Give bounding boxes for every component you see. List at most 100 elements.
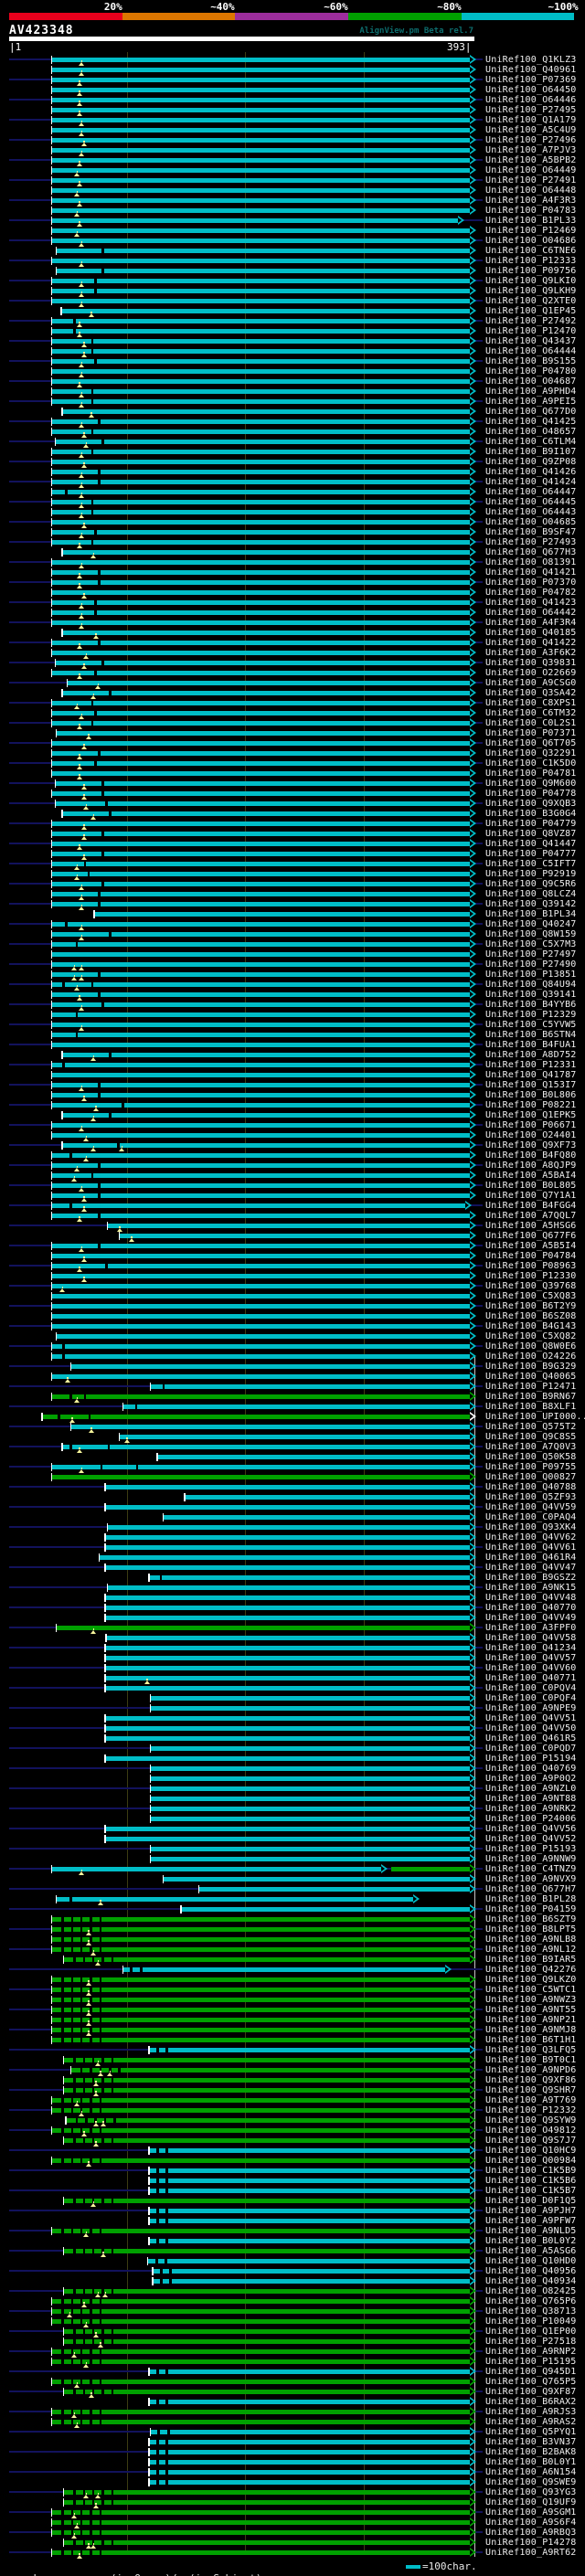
hit-row[interactable]: UniRef100_O64446 (0, 95, 585, 106)
hit-row[interactable]: UniRef100_O24226 (0, 1352, 585, 1362)
hit-label[interactable]: UniRef100_Q00827 (485, 1472, 577, 1482)
hit-bar[interactable] (105, 1645, 470, 1650)
hit-label[interactable]: UniRef100_P04779 (485, 819, 577, 829)
hit-row[interactable]: UniRef100_A9PFW7 (0, 2216, 585, 2226)
hit-row[interactable]: UniRef100_Q4VV61 (0, 1542, 585, 1553)
hit-bar[interactable] (150, 1816, 470, 1821)
hit-bar[interactable] (51, 228, 470, 233)
hit-row[interactable]: UniRef100_P27491 (0, 175, 585, 186)
hit-row[interactable]: UniRef100_B9SF47 (0, 527, 585, 538)
hit-row[interactable]: UniRef100_Q43437 (0, 336, 585, 347)
hit-row[interactable]: UniRef100_Q575T2 (0, 1422, 585, 1433)
hit-row[interactable]: UniRef100_Q93XK4 (0, 1522, 585, 1532)
hit-bar[interactable] (105, 1755, 470, 1761)
hit-bar[interactable] (51, 167, 470, 173)
hit-bar[interactable] (70, 1363, 470, 1369)
hit-label[interactable]: UniRef100_Q677H7 (485, 1884, 577, 1894)
hit-bar[interactable] (56, 268, 470, 273)
hit-row[interactable]: UniRef100_P27492 (0, 316, 585, 327)
hit-bar[interactable] (51, 1182, 470, 1188)
hit-bar[interactable] (51, 489, 470, 494)
hit-label[interactable]: UniRef100_Q40788 (485, 1482, 577, 1492)
hit-label[interactable]: UniRef100_B9I107 (485, 447, 577, 457)
hit-label[interactable]: UniRef100_B8XLF1 (485, 1402, 577, 1412)
hit-bar[interactable] (150, 1786, 470, 1791)
hit-row[interactable]: UniRef100_Q1EPK5 (0, 1110, 585, 1121)
hit-row[interactable]: UniRef100_Q9SYW9 (0, 2115, 585, 2126)
hit-row[interactable]: UniRef100_A9NP21 (0, 2015, 585, 2026)
hit-label[interactable]: UniRef100_A9PHD4 (485, 387, 577, 397)
hit-label[interactable]: UniRef100_Q9XF86 (485, 2075, 577, 2085)
hit-row[interactable]: UniRef100_Q9SHR7 (0, 2085, 585, 2096)
hit-bar[interactable] (51, 1987, 470, 1992)
hit-row[interactable]: UniRef100_C5IFT7 (0, 859, 585, 870)
hit-row[interactable]: UniRef100_O64444 (0, 346, 585, 357)
hit-bar[interactable] (51, 841, 470, 846)
hit-label[interactable]: UniRef100_A9NLB8 (485, 1935, 577, 1945)
hit-row[interactable]: UniRef100_P27496 (0, 135, 585, 146)
hit-bar[interactable] (51, 971, 470, 977)
hit-bar[interactable] (51, 871, 470, 876)
hit-label[interactable]: UniRef100_Q4VV49 (485, 1613, 577, 1623)
hit-row[interactable]: UniRef100_Q1KLZ3 (0, 55, 585, 66)
hit-label[interactable]: UniRef100_Q50K58 (485, 1452, 577, 1462)
hit-bar[interactable] (51, 539, 470, 545)
hit-label[interactable]: UniRef100_Q153I7 (485, 1080, 577, 1090)
hit-label[interactable]: UniRef100_O64444 (485, 346, 577, 356)
hit-bar[interactable] (150, 1806, 470, 1811)
hit-bar[interactable] (51, 589, 470, 595)
hit-bar[interactable] (99, 1554, 470, 1560)
hit-label[interactable]: UniRef100_O48657 (485, 427, 577, 437)
hit-bar[interactable] (149, 2218, 470, 2223)
hit-label[interactable]: UniRef100_C6TNE6 (485, 246, 577, 256)
hit-row[interactable]: UniRef100_A9RNP2 (0, 2347, 585, 2358)
hit-label[interactable]: UniRef100_B9SF47 (485, 527, 577, 537)
hit-label[interactable]: UniRef100_C5WTC1 (485, 1985, 577, 1995)
hit-label[interactable]: UniRef100_P13851 (485, 970, 577, 980)
hit-row[interactable]: UniRef100_O24401 (0, 1130, 585, 1141)
hit-row[interactable]: UniRef100_P14278 (0, 2538, 585, 2549)
hit-row[interactable]: UniRef100_P09756 (0, 266, 585, 276)
hit-bar[interactable] (51, 1866, 381, 1871)
hit-bar[interactable] (149, 2188, 470, 2193)
hit-label[interactable]: UniRef100_Q93YG3 (485, 2487, 577, 2497)
hit-row[interactable]: UniRef100_A4F3R4 (0, 618, 585, 629)
hit-bar[interactable] (150, 1695, 470, 1701)
hit-bar[interactable] (51, 1072, 470, 1077)
hit-bar[interactable] (51, 1343, 470, 1349)
hit-label[interactable]: UniRef100_P04782 (485, 588, 577, 598)
hit-label[interactable]: UniRef100_A5HSG6 (485, 1221, 577, 1231)
hit-row[interactable]: UniRef100_B0L0Y2 (0, 2236, 585, 2246)
hit-bar[interactable] (63, 2338, 470, 2344)
hit-label[interactable]: UniRef100_C6TM32 (485, 708, 577, 718)
hit-label[interactable]: UniRef100_Q40065 (485, 1372, 577, 1382)
hit-bar[interactable] (51, 238, 470, 243)
hit-bar[interactable] (51, 1162, 470, 1168)
hit-bar[interactable] (55, 660, 470, 665)
hit-row[interactable]: UniRef100_Q39141 (0, 990, 585, 1001)
hit-label[interactable]: UniRef100_P27490 (485, 959, 577, 970)
hit-label[interactable]: UniRef100_Q40934 (485, 2276, 577, 2286)
hit-bar[interactable] (51, 1213, 470, 1218)
hit-row[interactable]: UniRef100_P04159 (0, 1904, 585, 1914)
hit-label[interactable]: UniRef100_P27496 (485, 135, 577, 145)
hit-row[interactable]: UniRef100_A9NRK2 (0, 1804, 585, 1814)
hit-label[interactable]: UniRef100_A7QQL7 (485, 1211, 577, 1221)
hit-bar[interactable] (163, 1514, 470, 1520)
hit-label[interactable]: UniRef100_Q677D0 (485, 407, 577, 417)
hit-label[interactable]: UniRef100_O04686 (485, 236, 577, 246)
hit-label[interactable]: UniRef100_Q4VV62 (485, 1532, 577, 1542)
hit-label[interactable]: UniRef100_B0L806 (485, 1090, 577, 1100)
hit-bar[interactable] (63, 2137, 470, 2143)
hit-row[interactable]: UniRef100_O48657 (0, 427, 585, 438)
hit-label[interactable]: UniRef100_Q8VZ87 (485, 829, 577, 839)
hit-label[interactable]: UniRef100_A9NRK2 (485, 1804, 577, 1814)
hit-label[interactable]: UniRef100_A9RBQ3 (485, 2528, 577, 2538)
hit-row[interactable]: UniRef100_C1K5B7 (0, 2186, 585, 2196)
hit-label[interactable]: UniRef100_A9PFW7 (485, 2216, 577, 2226)
hit-label[interactable]: UniRef100_B9GSZ2 (485, 1573, 577, 1583)
hit-row[interactable]: UniRef100_Q7Y1A1 (0, 1191, 585, 1202)
hit-bar[interactable] (105, 1484, 470, 1489)
hit-bar[interactable] (51, 1273, 470, 1278)
hit-row[interactable]: UniRef100_B8XLF1 (0, 1402, 585, 1412)
